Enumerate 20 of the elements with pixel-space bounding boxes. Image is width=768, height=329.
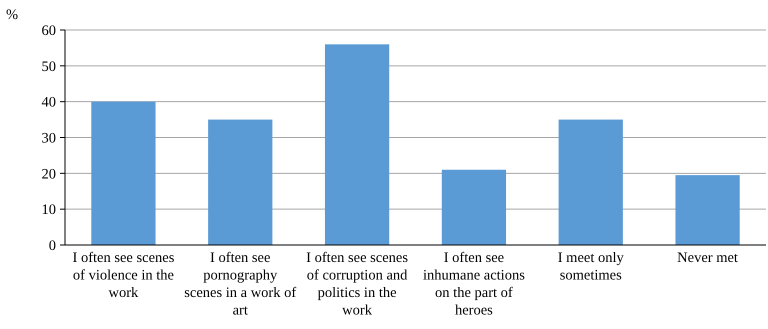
y-axis-title: % bbox=[6, 7, 18, 23]
x-tick-label: Never met bbox=[677, 250, 738, 266]
x-tick-label: I often see inhumane actions on the part of heroes bbox=[422, 250, 526, 318]
x-tick-label: I often see scenes of corruption and politics in the work bbox=[306, 250, 408, 318]
y-tick-label: 60 bbox=[42, 23, 56, 40]
x-tick-label: I often see scenes of violence in the work bbox=[72, 250, 175, 301]
x-tick-label: I often see pornography scenes in a work of art bbox=[184, 250, 296, 318]
bar bbox=[675, 175, 740, 245]
y-tick-label: 0 bbox=[48, 238, 56, 254]
y-tick-label: 10 bbox=[42, 202, 56, 218]
bar bbox=[208, 120, 272, 245]
x-tick-label: I meet only sometimes bbox=[558, 250, 625, 284]
bar bbox=[442, 170, 506, 245]
bar bbox=[558, 120, 623, 245]
bar bbox=[324, 44, 390, 245]
y-tick-label: 50 bbox=[42, 58, 56, 75]
y-tick-label: 40 bbox=[42, 94, 56, 111]
y-tick-label: 20 bbox=[42, 166, 56, 182]
y-tick-label: 30 bbox=[42, 130, 56, 147]
bar bbox=[91, 102, 156, 245]
